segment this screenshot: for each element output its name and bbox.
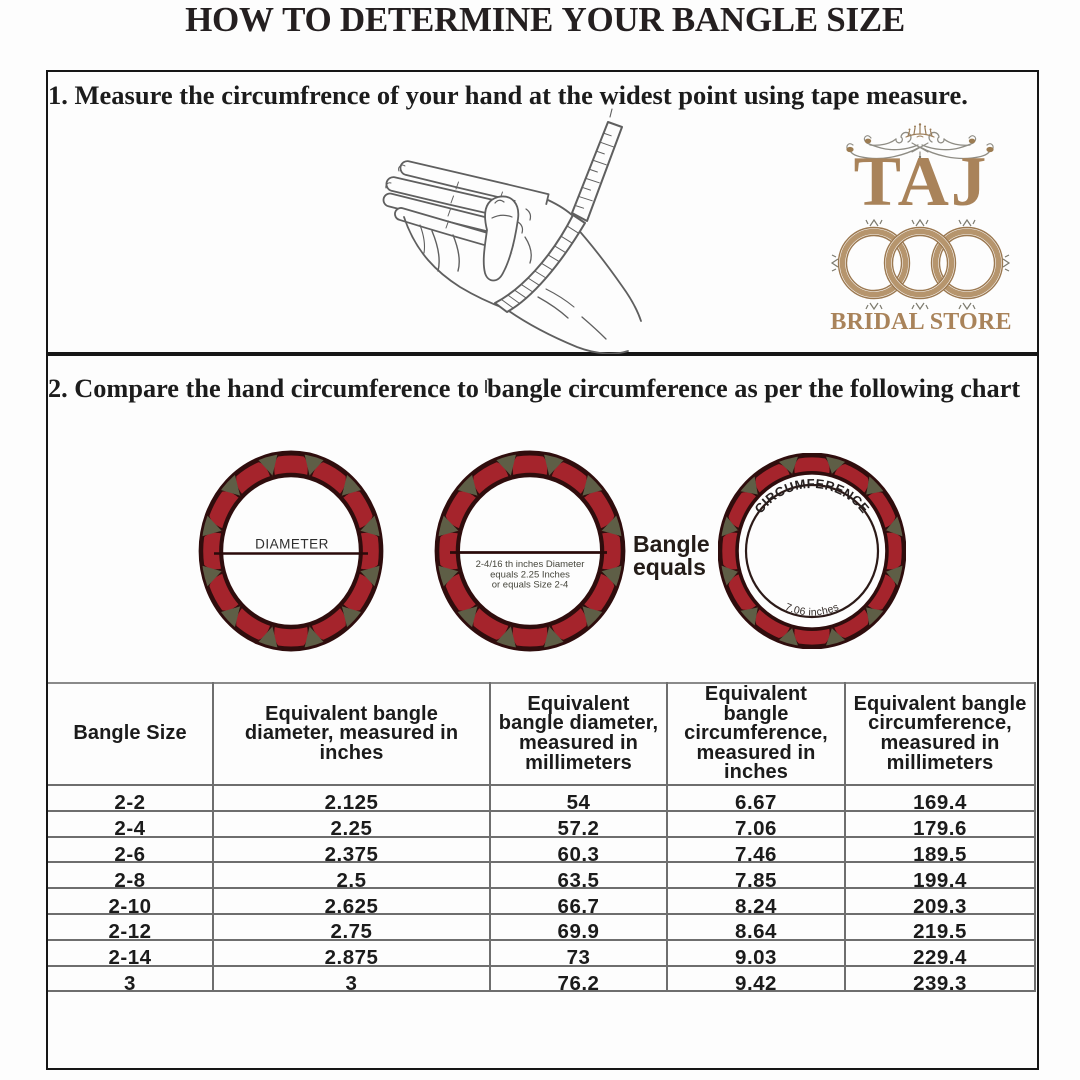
svg-text:TAJ: TAJ (854, 143, 989, 221)
svg-text:or equals Size 2-4: or equals Size 2-4 (492, 580, 569, 591)
svg-text:2-4/16 th inches Diameter: 2-4/16 th inches Diameter (476, 559, 585, 570)
svg-text:7.06 inches: 7.06 inches (783, 601, 841, 619)
svg-text:BRIDAL STORE: BRIDAL STORE (830, 309, 1011, 335)
svg-text:equals 2.25 Inches: equals 2.25 Inches (490, 570, 570, 581)
svg-text:DIAMETER: DIAMETER (255, 537, 329, 552)
